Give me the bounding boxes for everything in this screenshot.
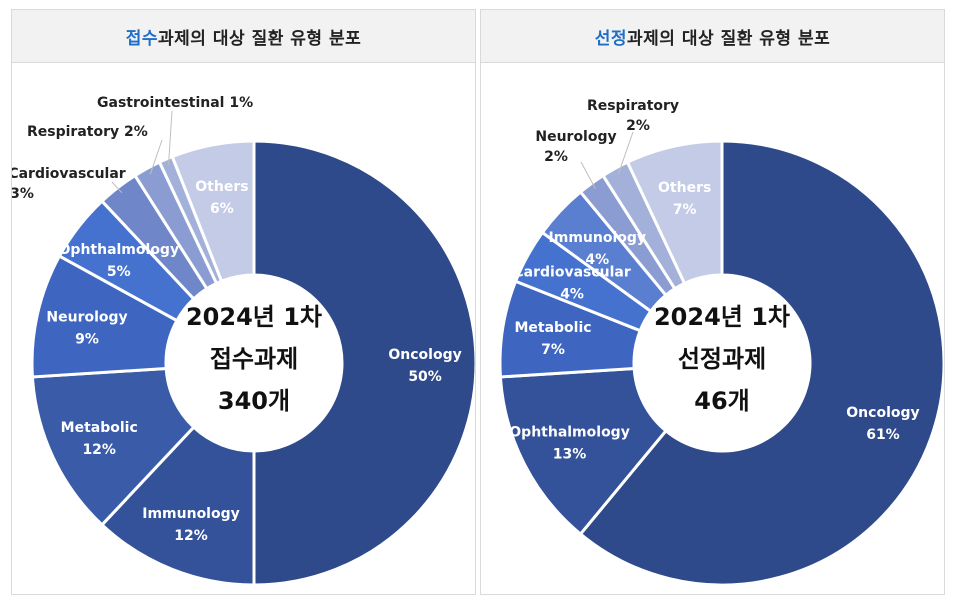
center-text-line: 46개 <box>694 387 749 415</box>
slice-label-ophthalmology: Ophthalmology 5% <box>59 242 180 280</box>
leader-line <box>617 131 634 175</box>
slice-label-pct: 61% <box>866 427 900 443</box>
slice-oncology <box>578 139 944 587</box>
slice-label-metabolic: Metabolic 12% <box>61 420 138 458</box>
center-text-line: 2024년 1차 <box>654 303 790 331</box>
slice-label-name: Metabolic <box>61 420 138 436</box>
slice-label-name: Neurology <box>535 129 616 145</box>
slice-label-others: Others 7% <box>658 180 711 218</box>
leader-line <box>580 161 596 190</box>
chart-title-rest: 과제의 대상 질환 유형 분포 <box>158 28 362 49</box>
chart-title-highlight: 선정 <box>594 28 628 49</box>
slice-ophthalmology <box>498 366 669 537</box>
slice-label-text: Gastrointestinal 1% <box>97 95 253 111</box>
slice-label-gastrointestinal: Gastrointestinal 1% <box>97 95 253 166</box>
slice-label-name: Others <box>658 180 711 196</box>
slice-label-metabolic: Metabolic 7% <box>514 320 591 358</box>
chart-title-highlight: 접수 <box>125 28 159 49</box>
slice-label-pct: 2% <box>544 149 568 165</box>
slice-label-pct: 3% <box>12 186 34 202</box>
slice-label-others: Others 6% <box>195 179 248 217</box>
leader-line <box>167 110 173 166</box>
slice-metabolic <box>30 366 196 527</box>
slice-label-pct: 12% <box>82 442 116 458</box>
slice-label-text: Respiratory 2% <box>27 124 148 140</box>
slice-label-name: Cardiovascular <box>513 265 630 281</box>
chart-title-rest: 과제의 대상 질환 유형 분포 <box>627 28 831 49</box>
slice-label-name: Cardiovascular <box>12 166 126 182</box>
slice-label-pct: 12% <box>174 528 208 544</box>
center-text-line: 선정과제 <box>678 345 766 373</box>
slice-label-respiratory: Respiratory 2% <box>27 124 163 175</box>
chart-panel-selected: 선정 과제의 대상 질환 유형 분포 Oncology 61% Ophthalmolo… <box>480 9 945 595</box>
slice-oncology <box>252 139 475 587</box>
slice-label-name: Immunology <box>549 230 647 246</box>
slices <box>498 139 944 587</box>
slice-label-pct: 50% <box>408 369 442 385</box>
slice-label-oncology: Oncology 61% <box>846 405 919 443</box>
slice-label-name: Ophthalmology <box>59 242 180 258</box>
chart-title: 선정 과제의 대상 질환 유형 분포 <box>481 10 944 63</box>
slice-label-ophthalmology: Ophthalmology 13% <box>509 425 630 463</box>
slice-label-pct: 2% <box>626 118 650 134</box>
slice-label-name: Oncology <box>388 347 461 363</box>
slice-label-neurology: Neurology 9% <box>46 310 127 348</box>
slice-label-cardiovascular: Cardiovascular 4% <box>513 265 630 303</box>
slice-label-oncology: Oncology 50% <box>388 347 461 385</box>
center-text-line: 340개 <box>218 387 290 415</box>
slice-label-name: Others <box>195 179 248 195</box>
slice-label-pct: 9% <box>75 332 99 348</box>
donut-chart-submitted: Oncology 50% Immunology 12% Metabolic 12% Neur… <box>12 95 475 587</box>
slice-label-immunology: Immunology 4% <box>549 230 647 268</box>
slice-label-pct: 7% <box>541 342 565 358</box>
slice-label-neurology: Neurology 2% <box>535 129 617 190</box>
donut-chart-selected: Oncology 61% Ophthalmology 13% Metabolic 7% Ca… <box>498 98 944 587</box>
slice-label-immunology: Immunology 12% <box>142 506 240 544</box>
slice-others <box>170 139 256 284</box>
slice-label-name: Neurology <box>46 310 127 326</box>
slice-label-name: Metabolic <box>514 320 591 336</box>
slice-label-pct: 4% <box>585 252 609 268</box>
slice-label-name: Oncology <box>846 405 919 421</box>
slice-label-pct: 6% <box>210 201 234 217</box>
slice-label-pct: 13% <box>553 447 587 463</box>
slice-label-name: Immunology <box>142 506 240 522</box>
slice-labels: Oncology 50% Immunology 12% Metabolic 12% Neur… <box>12 95 462 544</box>
slice-label-pct: 7% <box>673 202 697 218</box>
slices <box>30 139 475 587</box>
slice-label-name: Respiratory <box>587 98 679 114</box>
leader-line <box>111 181 123 194</box>
slice-label-pct: 5% <box>107 264 131 280</box>
chart-panel-submitted: 접수 과제의 대상 질환 유형 분포 Oncology 50% Immunology 1… <box>11 9 476 595</box>
slice-label-cardiovascular: Cardiovascular 3% <box>12 166 126 202</box>
slice-label-name: Ophthalmology <box>509 425 630 441</box>
slice-label-pct: 4% <box>560 287 584 303</box>
slice-label-respiratory: Respiratory 2% <box>587 98 679 175</box>
center-text-line: 접수과제 <box>210 345 298 373</box>
slice-immunology <box>99 425 256 587</box>
chart-title: 접수 과제의 대상 질환 유형 분포 <box>12 10 475 63</box>
slice-labels: Oncology 61% Ophthalmology 13% Metabolic 7% Ca… <box>509 98 919 463</box>
leader-line <box>149 139 163 175</box>
slice-others <box>625 139 724 286</box>
center-text-line: 2024년 1차 <box>186 303 322 331</box>
